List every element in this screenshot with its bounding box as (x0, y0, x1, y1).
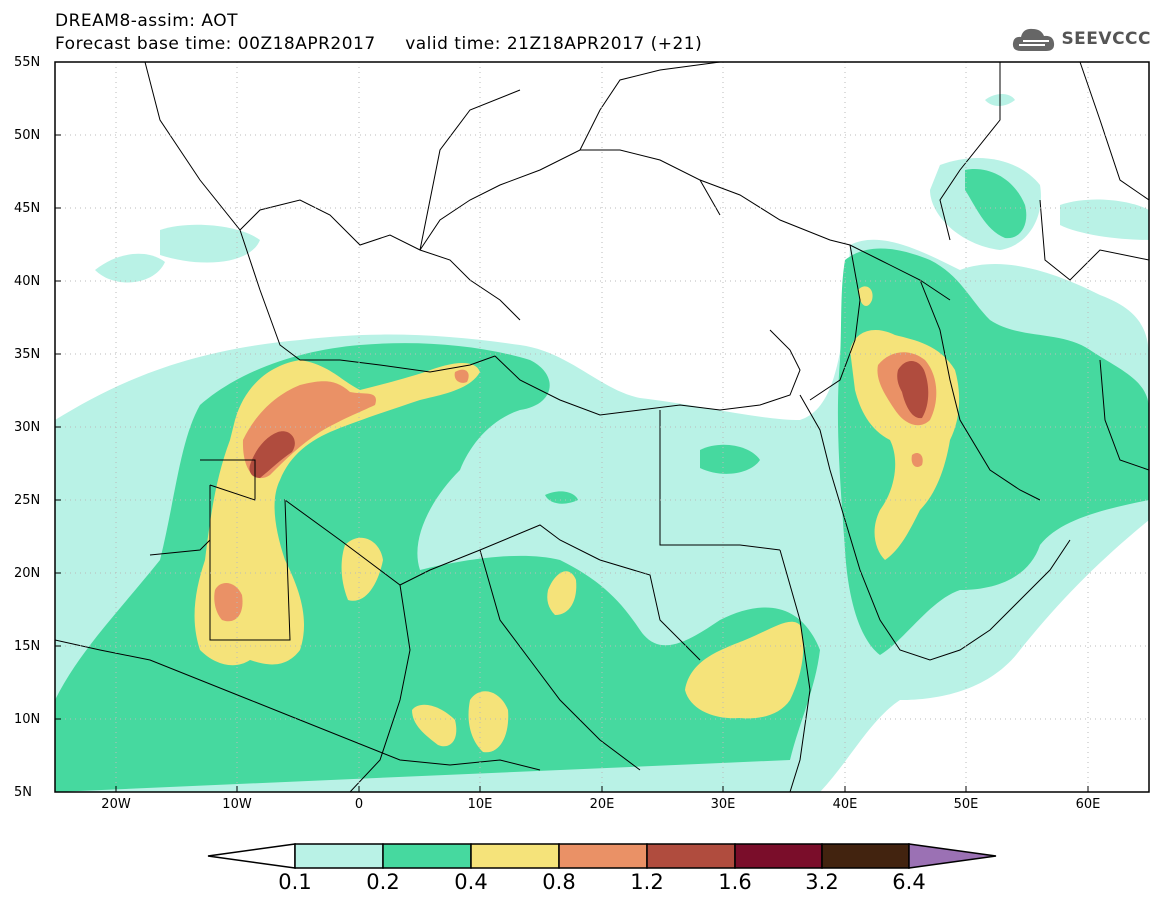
colorbar-swatch-6 (734, 843, 823, 869)
lon-label: 30E (710, 797, 736, 812)
aot-contours (55, 94, 1149, 792)
lat-label: 55N (14, 55, 41, 70)
lon-label: 20W (101, 797, 131, 812)
lat-label: 15N (14, 639, 41, 654)
seevccc-logo: SEEVCCC (1011, 22, 1151, 56)
colorbar-label: 0.2 (366, 870, 400, 894)
forecast-times: Forecast base time: 00Z18APR2017 valid t… (55, 34, 703, 54)
colorbar-swatch-4 (558, 843, 648, 869)
colorbar-swatch-1 (294, 843, 384, 869)
lat-label: 20N (14, 566, 41, 581)
cloud-icon (1013, 28, 1055, 51)
lon-label: 10W (222, 797, 252, 812)
lat-label: 45N (14, 201, 41, 216)
lat-label: 30N (14, 420, 41, 435)
lon-label: 0 (354, 797, 364, 812)
logo-text: SEEVCCC (1061, 29, 1151, 49)
colorbar-label: 0.4 (454, 870, 488, 894)
colorbar-swatch-5 (646, 843, 736, 869)
lat-label: 35N (14, 347, 41, 362)
lat-label: 25N (14, 493, 41, 508)
lon-label: 40E (832, 797, 858, 812)
colorbar (207, 843, 997, 869)
colorbar-label: 1.6 (718, 870, 752, 894)
colorbar-swatch-7 (821, 843, 910, 869)
colorbar-label: 6.4 (892, 870, 926, 894)
colorbar-swatch-3 (470, 843, 560, 869)
borders-coastlines (55, 62, 1149, 792)
chart-title: DREAM8-assim: AOT (55, 11, 239, 31)
lon-label: 10E (467, 797, 493, 812)
colorbar-under (207, 843, 296, 869)
aot-level-1.2 (249, 361, 929, 478)
plot-frame (54, 61, 1150, 793)
grid-lines (55, 62, 1149, 792)
lat-label: 50N (14, 128, 41, 143)
lat-label: 5N (14, 785, 32, 800)
colorbar-swatch-2 (382, 843, 472, 869)
lat-label: 40N (14, 274, 41, 289)
colorbar-label: 1.2 (630, 870, 664, 894)
colorbar-label: 0.8 (542, 870, 576, 894)
colorbar-label: 3.2 (805, 870, 839, 894)
lon-label: 50E (953, 797, 979, 812)
lon-label: 60E (1075, 797, 1101, 812)
colorbar-label: 0.1 (278, 870, 312, 894)
lon-label: 20E (589, 797, 615, 812)
axis-ticks (55, 134, 1089, 792)
lat-label: 10N (14, 712, 41, 727)
colorbar-over (908, 843, 997, 869)
